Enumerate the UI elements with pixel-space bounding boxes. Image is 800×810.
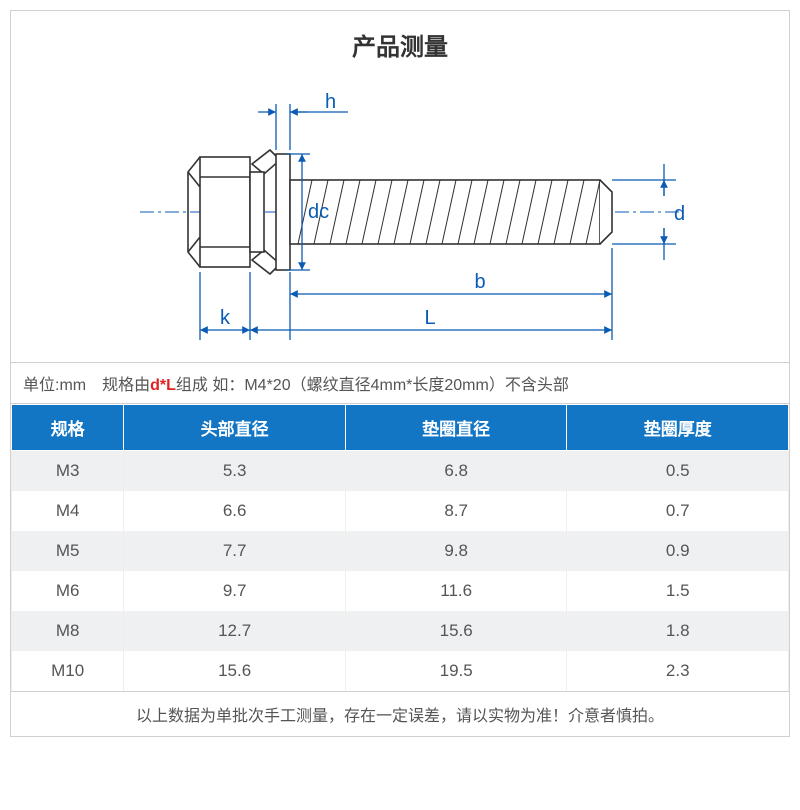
cell: 12.7: [124, 611, 346, 651]
cell: M6: [12, 571, 124, 611]
col-head-dia: 头部直径: [124, 405, 346, 451]
table-row: M5 7.7 9.8 0.9: [12, 531, 789, 571]
table-row: M10 15.6 19.5 2.3: [12, 651, 789, 691]
cell: 6.6: [124, 491, 346, 531]
footer-note: 以上数据为单批次手工测量，存在一定误差，请以实物为准！介意者慎拍。: [11, 691, 789, 736]
cell: M4: [12, 491, 124, 531]
cell: M3: [12, 451, 124, 492]
cell: 0.7: [567, 491, 789, 531]
col-washer-dia: 垫圈直径: [345, 405, 567, 451]
note-suffix: 组成 如：M4*20（螺纹直径4mm*长度20mm）不含头部: [176, 377, 569, 394]
col-washer-thk: 垫圈厚度: [567, 405, 789, 451]
page-title: 产品测量: [11, 11, 789, 72]
dim-label-dc: dc: [308, 201, 329, 223]
note-prefix: 单位:mm 规格由: [23, 377, 150, 394]
dim-label-h: h: [325, 91, 336, 113]
cell: 8.7: [345, 491, 567, 531]
col-spec: 规格: [12, 405, 124, 451]
note-dl: d*L: [150, 377, 176, 394]
cell: 7.7: [124, 531, 346, 571]
table-row: M4 6.6 8.7 0.7: [12, 491, 789, 531]
cell: 9.7: [124, 571, 346, 611]
cell: 6.8: [345, 451, 567, 492]
cell: 15.6: [124, 651, 346, 691]
cell: M5: [12, 531, 124, 571]
table-header-row: 规格 头部直径 垫圈直径 垫圈厚度: [12, 405, 789, 451]
bolt-diagram-svg: h dc d: [80, 72, 720, 352]
dim-label-k: k: [220, 307, 231, 329]
cell: 9.8: [345, 531, 567, 571]
spec-table: 规格 头部直径 垫圈直径 垫圈厚度 M3 5.3 6.8 0.5 M4 6.6 …: [11, 404, 789, 691]
spec-note: 单位:mm 规格由d*L组成 如：M4*20（螺纹直径4mm*长度20mm）不含…: [11, 362, 789, 404]
cell: 2.3: [567, 651, 789, 691]
table-row: M3 5.3 6.8 0.5: [12, 451, 789, 492]
cell: 1.5: [567, 571, 789, 611]
bolt-diagram: h dc d: [11, 72, 789, 362]
cell: 11.6: [345, 571, 567, 611]
table-row: M6 9.7 11.6 1.5: [12, 571, 789, 611]
cell: 1.8: [567, 611, 789, 651]
dim-label-d: d: [674, 203, 685, 225]
cell: 19.5: [345, 651, 567, 691]
dim-label-L: L: [424, 307, 435, 329]
table-row: M8 12.7 15.6 1.8: [12, 611, 789, 651]
cell: M10: [12, 651, 124, 691]
cell: 15.6: [345, 611, 567, 651]
spec-sheet-container: 产品测量: [10, 10, 790, 737]
cell: 5.3: [124, 451, 346, 492]
cell: 0.9: [567, 531, 789, 571]
cell: 0.5: [567, 451, 789, 492]
dim-label-b: b: [474, 271, 485, 293]
cell: M8: [12, 611, 124, 651]
